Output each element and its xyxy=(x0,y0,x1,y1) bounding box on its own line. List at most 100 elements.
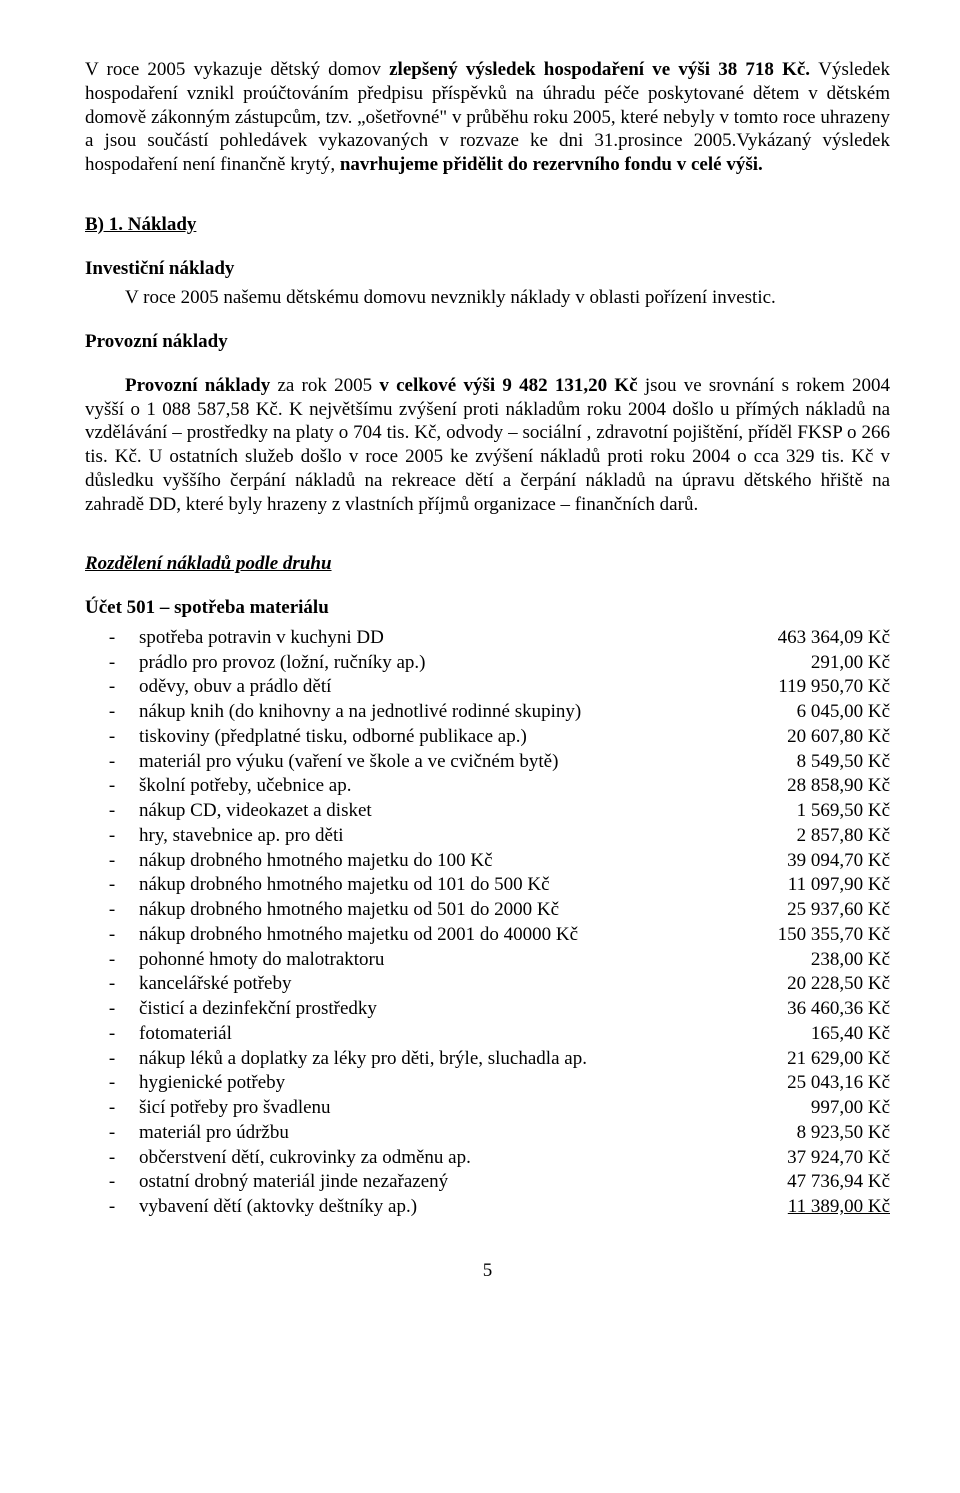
dash-icon: - xyxy=(85,997,139,1021)
expense-label: oděvy, obuv a prádlo dětí xyxy=(139,675,720,699)
dash-icon: - xyxy=(85,799,139,823)
expense-label: čisticí a dezinfekční prostředky xyxy=(139,997,720,1021)
provozni-b: za rok 2005 xyxy=(277,375,379,396)
expense-label: spotřeba potravin v kuchyni DD xyxy=(139,626,720,650)
dash-icon: - xyxy=(85,651,139,675)
expense-value: 1 569,50 Kč xyxy=(720,799,890,823)
expense-value: 8 549,50 Kč xyxy=(720,750,890,774)
expense-label: materiál pro výuku (vaření ve škole a ve… xyxy=(139,750,720,774)
expense-label: nákup CD, videokazet a disket xyxy=(139,799,720,823)
expense-label: pohonné hmoty do malotraktoru xyxy=(139,948,720,972)
dash-icon: - xyxy=(85,923,139,947)
expense-value: 39 094,70 Kč xyxy=(720,849,890,873)
dash-icon: - xyxy=(85,1170,139,1194)
dash-icon: - xyxy=(85,626,139,650)
heading-b1-naklady: B) 1. Náklady xyxy=(85,213,890,237)
dash-icon: - xyxy=(85,725,139,749)
expense-label: občerstvení dětí, cukrovinky za odměnu a… xyxy=(139,1146,720,1170)
expense-row: -materiál pro výuku (vaření ve škole a v… xyxy=(85,750,890,774)
text-investicni: V roce 2005 našemu dětskému domovu nevzn… xyxy=(85,286,890,310)
expense-label: prádlo pro provoz (ložní, ručníky ap.) xyxy=(139,651,720,675)
dash-icon: - xyxy=(85,948,139,972)
expense-row: -materiál pro údržbu8 923,50 Kč xyxy=(85,1121,890,1145)
expense-row: -kancelářské potřeby20 228,50 Kč xyxy=(85,972,890,996)
dash-icon: - xyxy=(85,700,139,724)
expense-value: 25 043,16 Kč xyxy=(720,1071,890,1095)
dash-icon: - xyxy=(85,1071,139,1095)
expense-value: 6 045,00 Kč xyxy=(720,700,890,724)
heading-rozdeleni: Rozdělení nákladů podle druhu xyxy=(85,552,890,576)
expense-value: 25 937,60 Kč xyxy=(720,898,890,922)
dash-icon: - xyxy=(85,1146,139,1170)
expense-value: 463 364,09 Kč xyxy=(720,626,890,650)
expense-value: 20 607,80 Kč xyxy=(720,725,890,749)
expense-label: materiál pro údržbu xyxy=(139,1121,720,1145)
expense-label: nákup knih (do knihovny a na jednotlivé … xyxy=(139,700,720,724)
expense-value: 28 858,90 Kč xyxy=(720,774,890,798)
expense-row: -šicí potřeby pro švadlenu997,00 Kč xyxy=(85,1096,890,1120)
dash-icon: - xyxy=(85,1195,139,1219)
expense-list: -spotřeba potravin v kuchyni DD463 364,0… xyxy=(85,626,890,1219)
expense-label: hry, stavebnice ap. pro děti xyxy=(139,824,720,848)
expense-label: nákup drobného hmotného majetku do 100 K… xyxy=(139,849,720,873)
heading-provozni: Provozní náklady xyxy=(85,330,890,354)
expense-row: -nákup knih (do knihovny a na jednotlivé… xyxy=(85,700,890,724)
provozni-a: Provozní náklady xyxy=(125,375,277,396)
dash-icon: - xyxy=(85,675,139,699)
expense-value: 119 950,70 Kč xyxy=(720,675,890,699)
expense-value: 150 355,70 Kč xyxy=(720,923,890,947)
intro-text-b: zlepšený výsledek hospodaření ve výši 38… xyxy=(389,59,818,80)
dash-icon: - xyxy=(85,849,139,873)
expense-row: -vybavení dětí (aktovky deštníky ap.)11 … xyxy=(85,1195,890,1219)
expense-label: školní potřeby, učebnice ap. xyxy=(139,774,720,798)
expense-row: -pohonné hmoty do malotraktoru238,00 Kč xyxy=(85,948,890,972)
expense-label: nákup drobného hmotného majetku od 2001 … xyxy=(139,923,720,947)
dash-icon: - xyxy=(85,1047,139,1071)
expense-row: -spotřeba potravin v kuchyni DD463 364,0… xyxy=(85,626,890,650)
dash-icon: - xyxy=(85,774,139,798)
expense-label: kancelářské potřeby xyxy=(139,972,720,996)
dash-icon: - xyxy=(85,1022,139,1046)
expense-value: 20 228,50 Kč xyxy=(720,972,890,996)
intro-paragraph: V roce 2005 vykazuje dětský domov zlepše… xyxy=(85,58,890,177)
expense-value: 11 097,90 Kč xyxy=(720,873,890,897)
provozni-c: v celkové výši 9 482 131,20 Kč xyxy=(379,375,644,396)
expense-row: -nákup léků a doplatky za léky pro děti,… xyxy=(85,1047,890,1071)
expense-value: 997,00 Kč xyxy=(720,1096,890,1120)
expense-label: nákup drobného hmotného majetku od 501 d… xyxy=(139,898,720,922)
expense-value: 8 923,50 Kč xyxy=(720,1121,890,1145)
expense-label: fotomateriál xyxy=(139,1022,720,1046)
expense-value: 291,00 Kč xyxy=(720,651,890,675)
expense-label: ostatní drobný materiál jinde nezařazený xyxy=(139,1170,720,1194)
expense-label: tiskoviny (předplatné tisku, odborné pub… xyxy=(139,725,720,749)
expense-row: -prádlo pro provoz (ložní, ručníky ap.)2… xyxy=(85,651,890,675)
expense-row: -oděvy, obuv a prádlo dětí119 950,70 Kč xyxy=(85,675,890,699)
expense-label: vybavení dětí (aktovky deštníky ap.) xyxy=(139,1195,720,1219)
intro-text-a: V roce 2005 vykazuje dětský domov xyxy=(85,59,389,80)
dash-icon: - xyxy=(85,1121,139,1145)
heading-investicni: Investiční náklady xyxy=(85,257,890,281)
expense-row: -nákup drobného hmotného majetku do 100 … xyxy=(85,849,890,873)
expense-value: 37 924,70 Kč xyxy=(720,1146,890,1170)
expense-label: hygienické potřeby xyxy=(139,1071,720,1095)
expense-row: -občerstvení dětí, cukrovinky za odměnu … xyxy=(85,1146,890,1170)
expense-value: 11 389,00 Kč xyxy=(720,1195,890,1219)
paragraph-provozni: Provozní náklady za rok 2005 v celkové v… xyxy=(85,374,890,517)
expense-value: 36 460,36 Kč xyxy=(720,997,890,1021)
dash-icon: - xyxy=(85,750,139,774)
expense-row: -nákup CD, videokazet a disket1 569,50 K… xyxy=(85,799,890,823)
expense-value: 238,00 Kč xyxy=(720,948,890,972)
expense-row: -hygienické potřeby25 043,16 Kč xyxy=(85,1071,890,1095)
expense-value: 2 857,80 Kč xyxy=(720,824,890,848)
expense-row: -nákup drobného hmotného majetku od 501 … xyxy=(85,898,890,922)
intro-text-d: navrhujeme přidělit do rezervního fondu … xyxy=(340,154,763,175)
heading-ucet-501: Účet 501 – spotřeba materiálu xyxy=(85,596,890,620)
dash-icon: - xyxy=(85,824,139,848)
page-number: 5 xyxy=(85,1259,890,1283)
expense-value: 47 736,94 Kč xyxy=(720,1170,890,1194)
expense-row: -hry, stavebnice ap. pro děti2 857,80 Kč xyxy=(85,824,890,848)
expense-row: -tiskoviny (předplatné tisku, odborné pu… xyxy=(85,725,890,749)
expense-label: nákup léků a doplatky za léky pro děti, … xyxy=(139,1047,720,1071)
dash-icon: - xyxy=(85,972,139,996)
expense-value: 165,40 Kč xyxy=(720,1022,890,1046)
